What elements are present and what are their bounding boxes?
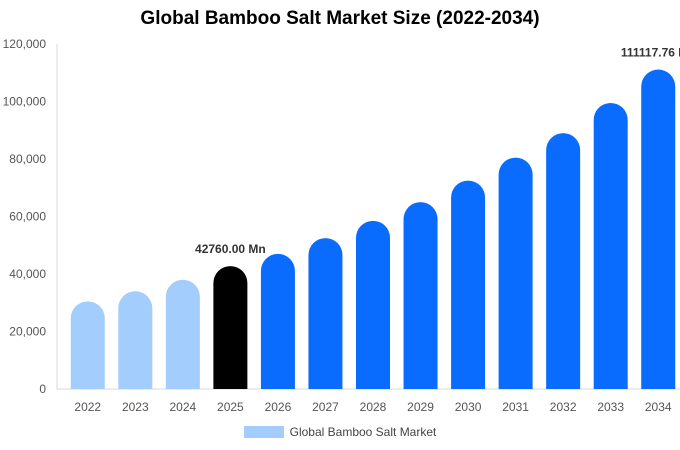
bar-2026 [260, 253, 295, 389]
legend-swatch [243, 426, 284, 438]
bar-2031 [498, 157, 533, 389]
x-tick-label: 2026 [265, 400, 292, 414]
bar-2025 [213, 266, 248, 389]
bar-2032 [546, 133, 581, 389]
bar-2033 [593, 102, 628, 389]
chart-title: Global Bamboo Salt Market Size (2022-203… [140, 8, 540, 29]
bar-2027 [308, 238, 343, 389]
chart-legend: Global Bamboo Salt Market [0, 425, 680, 439]
bar-2034 [641, 69, 676, 389]
x-tick-label: 2027 [312, 400, 339, 414]
bar-2028 [356, 220, 390, 389]
y-tick-label: 0 [39, 382, 46, 396]
x-tick-label: 2022 [74, 400, 101, 414]
y-tick-label: 120,000 [3, 37, 47, 51]
bar-2024 [165, 279, 200, 389]
data-label: 111117.76 Mn [621, 46, 680, 60]
x-tick-label: 2028 [360, 400, 387, 414]
bar-2023 [118, 291, 153, 389]
bar-2022 [70, 301, 105, 389]
x-tick-label: 2030 [455, 400, 482, 414]
y-tick-label: 80,000 [9, 152, 46, 166]
x-tick-label: 2029 [407, 400, 434, 414]
y-tick-label: 20,000 [9, 325, 46, 339]
bar-2030 [451, 180, 486, 389]
bar-2029 [403, 202, 438, 389]
y-tick-label: 60,000 [9, 210, 46, 224]
x-tick-label: 2032 [550, 400, 577, 414]
x-tick-label: 2031 [502, 400, 529, 414]
x-tick-label: 2034 [645, 400, 672, 414]
data-label: 42760.00 Mn [195, 242, 266, 256]
legend-label: Global Bamboo Salt Market [289, 425, 437, 439]
y-tick-label: 40,000 [9, 267, 46, 281]
x-tick-label: 2024 [169, 400, 196, 414]
x-tick-label: 2023 [122, 400, 149, 414]
y-tick-label: 100,000 [3, 95, 47, 109]
x-tick-label: 2033 [597, 400, 624, 414]
x-tick-label: 2025 [217, 400, 244, 414]
